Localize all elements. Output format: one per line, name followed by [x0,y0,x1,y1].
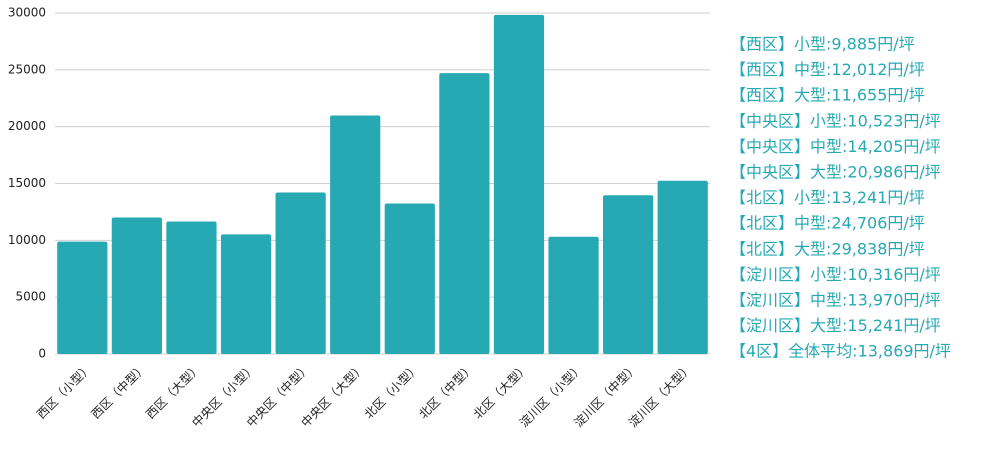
annotation: 【西区】大型:11,655円/坪 [730,86,925,105]
annotation: 【4区】全体平均:13,869円/坪 [730,342,951,361]
y-tick-label: 5000 [15,290,46,304]
y-tick-label: 20000 [8,119,46,133]
annotation: 【西区】中型:12,012円/坪 [730,60,925,79]
y-tick-label: 0 [38,347,46,361]
bar [548,236,599,354]
bar [275,192,326,354]
annotation: 【北区】中型:24,706円/坪 [730,214,925,233]
bar [493,14,545,354]
annotation: 【北区】小型:13,241円/坪 [730,188,925,207]
annotation: 【淀川区】小型:10,316円/坪 [730,265,941,284]
annotation: 【西区】小型:9,885円/坪 [730,35,915,54]
annotation: 【中央区】大型:20,986円/坪 [730,163,941,182]
bar [603,195,654,354]
x-tick-label: 西区（中型） [88,360,150,422]
x-tick-label: 北区（小型） [362,361,423,422]
annotation: 【北区】大型:29,838円/坪 [730,239,925,258]
annotation: 【淀川区】大型:15,241円/坪 [730,316,941,335]
bar [384,203,435,354]
x-tick-label: 西区（小型） [34,361,95,422]
annotation: 【淀川区】中型:13,970円/坪 [730,291,941,310]
bar [57,241,108,354]
x-tick-label: 北区（大型） [471,361,532,422]
bar [330,115,381,354]
bar [166,221,217,354]
bar [111,217,162,354]
annotation: 【中央区】中型:14,205円/坪 [730,137,941,156]
y-tick-label: 10000 [8,233,46,247]
annotation: 【中央区】小型:10,523円/坪 [730,111,941,130]
y-tick-label: 30000 [8,6,46,20]
x-tick-label: 北区（中型） [415,360,477,422]
bar [220,234,272,354]
y-tick-label: 15000 [8,176,46,190]
bar [439,73,490,354]
y-tick-label: 25000 [8,62,46,76]
x-tick-label: 西区（大型） [143,361,204,422]
bar [657,180,708,354]
